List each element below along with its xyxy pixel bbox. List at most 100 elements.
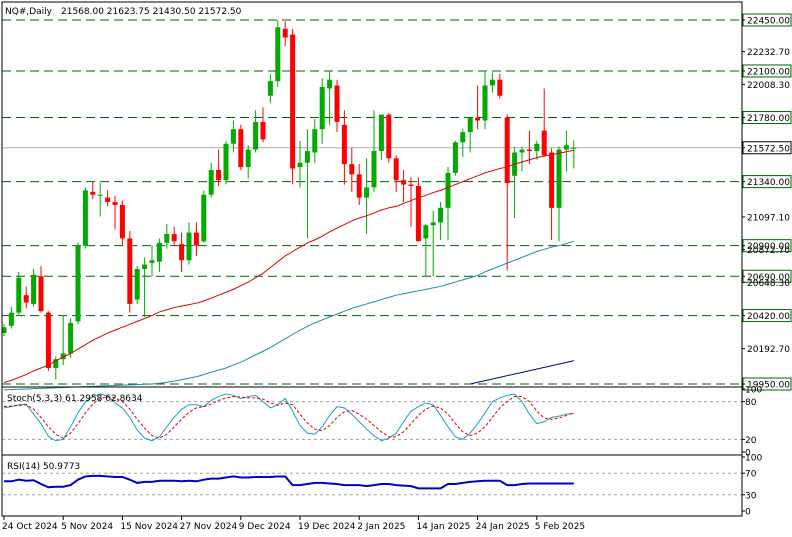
candle [415, 177, 421, 242]
price-tick-label: 22008.30 [747, 81, 790, 91]
candle [112, 196, 118, 230]
candle [386, 113, 392, 163]
candle [8, 306, 14, 329]
candle [327, 70, 333, 125]
candle [23, 286, 29, 309]
candle-body [334, 85, 340, 122]
candle-body [408, 184, 414, 186]
candle-body [134, 268, 140, 300]
candle-body [38, 276, 44, 312]
candle-body [430, 222, 436, 226]
candle-body [238, 129, 244, 168]
candle [430, 210, 436, 277]
candle-body [68, 322, 74, 354]
time-tick-label: 19 Dec 2024 [298, 522, 356, 532]
candle [201, 190, 207, 243]
candle-body [127, 238, 133, 304]
candle [401, 169, 407, 202]
candle-body [149, 260, 155, 264]
candle-body [275, 27, 281, 82]
price-tick-label: 20900.00 [747, 242, 790, 252]
candle-body [549, 152, 555, 208]
candle [519, 146, 525, 172]
candle [186, 222, 192, 265]
candle-body [253, 121, 259, 150]
candle [171, 226, 177, 246]
candle-body [504, 117, 510, 184]
candle [371, 110, 377, 192]
price-tick-label: 22450.00 [747, 17, 790, 27]
rsi-tick-label: 70 [745, 470, 757, 480]
candle-body [216, 169, 222, 181]
candle-body [60, 353, 66, 360]
time-tick-label: 15 Nov 2024 [120, 522, 178, 532]
candle [438, 202, 444, 240]
candle-body [467, 117, 473, 133]
price-tick-label: 21340.00 [747, 178, 790, 188]
time-axis: 24 Oct 2024 5 Nov 2024 15 Nov 2024 27 Nov 2… [2, 516, 585, 532]
stoch-tick-label: 20 [745, 436, 757, 446]
candle-body [90, 191, 96, 195]
price-tick-label: 22232.70 [747, 48, 790, 58]
candle [504, 114, 510, 271]
candle [179, 232, 185, 272]
stoch-label: Stoch(5,3,3) 61.2958 62.8634 [7, 394, 143, 404]
candle-body [415, 185, 421, 242]
candle-body [312, 129, 318, 153]
rsi-line [4, 474, 574, 490]
candle-body [193, 232, 199, 246]
candle [364, 158, 370, 235]
candle [349, 148, 355, 192]
trendline [470, 360, 574, 385]
candle-body [282, 28, 288, 38]
candle-body [45, 312, 51, 368]
candle-body [112, 202, 118, 205]
candle [467, 117, 473, 153]
candle-body [164, 234, 170, 243]
candle [253, 110, 259, 153]
candle-body [423, 225, 429, 239]
candle [356, 164, 362, 205]
candle-body [452, 142, 458, 173]
candle [408, 177, 414, 227]
candle-body [489, 79, 495, 86]
time-tick-label: 9 Dec 2024 [239, 522, 291, 532]
stoch-tick-label: 100 [745, 386, 762, 396]
candle-body [223, 143, 229, 181]
candle [230, 120, 236, 153]
candle [193, 222, 199, 256]
candle [38, 266, 44, 313]
candle [31, 268, 37, 307]
candle [97, 183, 103, 217]
candle-body [482, 85, 488, 121]
rsi-label: RSI(14) 50.9773 [7, 462, 80, 472]
candle [223, 140, 229, 185]
candle-body [105, 197, 111, 202]
candle [452, 140, 458, 176]
candle [90, 181, 96, 200]
candle-body [571, 147, 577, 149]
candle [489, 72, 495, 93]
candle [45, 311, 51, 371]
candle-body [8, 312, 14, 326]
candle-body [179, 244, 185, 261]
candle [105, 190, 111, 207]
candle [119, 200, 125, 246]
price-tick-label: 20690.00 [747, 273, 790, 283]
candle [475, 85, 481, 130]
stoch-tick-label: 0 [745, 449, 751, 459]
price-tick-label: 20192.70 [747, 345, 790, 355]
candle-body [526, 149, 532, 152]
rsi-panel: 100 70 30 0 [2, 454, 762, 518]
candle [267, 73, 273, 103]
candle-body [534, 143, 540, 152]
candle-body [371, 151, 377, 188]
candle-body [319, 86, 325, 130]
candle-body [297, 162, 303, 168]
candle [82, 187, 88, 249]
candle-body [267, 81, 273, 96]
candle-body [563, 145, 569, 150]
price-tick-label: 21780.00 [747, 114, 790, 124]
candle-body [519, 149, 525, 153]
candle-body [186, 232, 192, 261]
